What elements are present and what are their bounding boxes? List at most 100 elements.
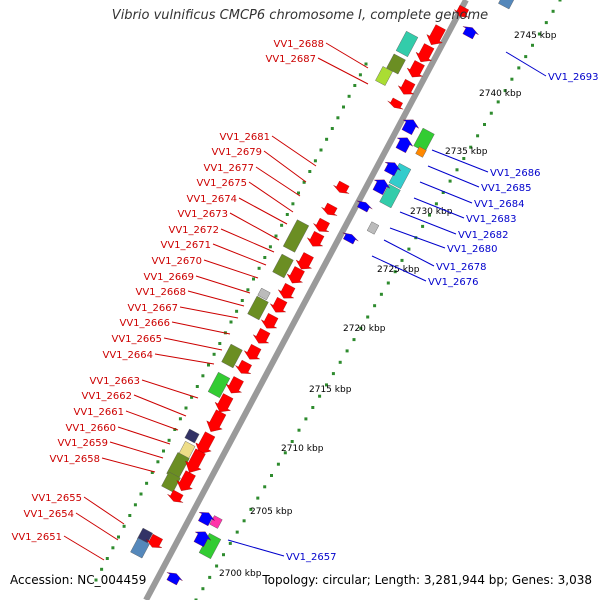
scale-label: 2740 kbp xyxy=(479,89,522,99)
label-connectors-layer xyxy=(63,42,547,561)
forward-label-connector xyxy=(125,410,179,431)
reverse-label-connector xyxy=(389,227,446,249)
forward-label-connector xyxy=(141,379,199,399)
cog-feature-box xyxy=(184,428,200,444)
forward-gene-label: VV1_2677 xyxy=(204,163,255,174)
reverse-gene-arrow xyxy=(198,512,215,527)
reverse-gene-arrow xyxy=(166,572,183,586)
scale-dot xyxy=(218,342,222,345)
reverse-gene-label: VV1_2657 xyxy=(286,552,337,563)
scale-dot xyxy=(448,179,452,183)
reverse-label-connector xyxy=(419,181,473,204)
scale-dot xyxy=(212,352,216,356)
cog-feature-box xyxy=(415,146,427,158)
scale-dot xyxy=(336,116,340,120)
forward-gene-label: VV1_2672 xyxy=(169,225,220,236)
forward-gene-label: VV1_2666 xyxy=(120,318,171,329)
forward-gene-label: VV1_2665 xyxy=(112,334,163,345)
scale-dot xyxy=(421,224,425,228)
scale-dot xyxy=(290,440,294,443)
forward-gene-arrow xyxy=(167,489,184,503)
forward-gene-label: VV1_2669 xyxy=(144,272,195,283)
forward-label-connector xyxy=(238,197,288,225)
scale-dot xyxy=(173,428,177,431)
cog-feature-box xyxy=(498,0,515,10)
scale-dot xyxy=(229,320,233,324)
scale-dot xyxy=(551,9,555,13)
reverse-gene-label: VV1_2683 xyxy=(466,214,517,225)
reverse-gene-label: VV1_2685 xyxy=(481,183,532,194)
forward-label-connector xyxy=(187,290,245,307)
forward-gene-label: VV1_2667 xyxy=(128,303,179,314)
scale-dot xyxy=(105,557,109,560)
scale-dot xyxy=(407,247,411,251)
reverse-gene-label: VV1_2676 xyxy=(428,277,479,288)
cog-feature-box xyxy=(413,127,435,153)
scale-dot xyxy=(503,89,507,93)
forward-gene-label: VV1_2660 xyxy=(66,423,117,434)
cog-feature-box xyxy=(247,295,269,321)
cog-feature-box xyxy=(282,219,310,253)
scale-dot xyxy=(222,553,225,557)
reverse-gene-arrow xyxy=(462,26,479,40)
reverse-gene-arrow xyxy=(356,200,373,213)
scale-dot xyxy=(347,94,351,98)
forward-gene-arrow xyxy=(415,43,435,63)
scale-dot xyxy=(111,546,115,550)
scale-dot xyxy=(162,449,165,453)
scale-dot xyxy=(215,564,219,568)
scale-dot xyxy=(280,223,284,227)
forward-gene-arrow xyxy=(225,376,244,394)
forward-gene-label: VV1_2674 xyxy=(187,194,238,205)
forward-gene-label: VV1_2651 xyxy=(12,532,63,543)
accession-text: Accession: NC_004459 xyxy=(10,573,147,587)
scale-label: 2720 kbp xyxy=(343,324,386,334)
scale-dot xyxy=(270,474,273,477)
scale-label: 2715 kbp xyxy=(309,385,352,395)
genome-summary-text: Topology: circular; Length: 3,281,944 bp… xyxy=(262,573,592,587)
cog-feature-box xyxy=(375,66,393,86)
scale-dot xyxy=(510,77,514,81)
reverse-gene-arrow xyxy=(395,137,414,154)
scale-dot xyxy=(302,180,306,184)
forward-gene-label: VV1_2687 xyxy=(266,54,317,65)
scale-dot xyxy=(393,270,397,274)
forward-label-connector xyxy=(101,457,156,473)
scale-dot xyxy=(128,514,132,517)
scale-label: 2725 kbp xyxy=(377,265,420,275)
forward-label-connector xyxy=(220,228,275,253)
forward-gene-arrow xyxy=(426,24,446,45)
reverse-gene-arrow xyxy=(372,179,391,196)
scale-dot xyxy=(544,21,548,25)
forward-label-connector xyxy=(75,512,119,541)
reverse-label-connector xyxy=(383,239,435,267)
forward-gene-arrow xyxy=(214,393,234,413)
forward-label-connector xyxy=(133,394,187,417)
scale-dot xyxy=(311,406,315,409)
cog-feature-box xyxy=(207,371,231,399)
cog-feature-box xyxy=(379,183,401,209)
scale-dot xyxy=(150,471,154,474)
scale-dot xyxy=(240,299,244,302)
scale-dot xyxy=(252,277,255,281)
forward-gene-label: VV1_2664 xyxy=(103,350,154,361)
forward-gene-label: VV1_2673 xyxy=(178,209,229,220)
forward-label-connector xyxy=(212,243,267,266)
scale-dot xyxy=(263,485,267,489)
scale-dot xyxy=(304,417,308,421)
scale-dot xyxy=(297,428,301,432)
forward-label-connector xyxy=(325,42,369,69)
scale-dot xyxy=(441,191,445,194)
scale-dot xyxy=(558,0,562,2)
cog-feature-box xyxy=(272,253,294,279)
forward-label-connector xyxy=(248,181,294,213)
reverse-gene-arrow xyxy=(342,232,359,245)
scale-dot xyxy=(207,363,210,367)
scale-dot xyxy=(208,575,212,579)
forward-gene-label: VV1_2654 xyxy=(24,509,75,520)
forward-gene-label: VV1_2675 xyxy=(197,178,248,189)
reverse-gene-label: VV1_2680 xyxy=(447,244,498,255)
forward-gene-arrow xyxy=(387,97,404,110)
backbone-layer xyxy=(143,0,469,600)
reverse-gene-arrow xyxy=(401,119,420,136)
